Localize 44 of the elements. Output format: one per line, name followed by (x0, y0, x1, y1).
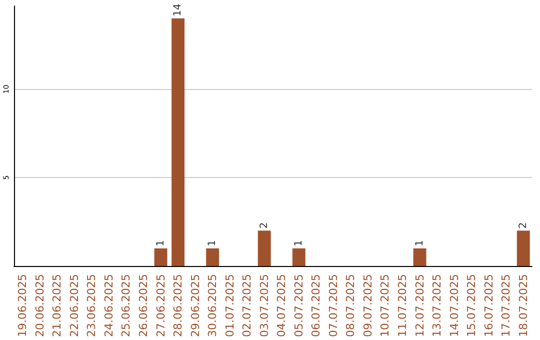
data-label: 1 (155, 240, 166, 246)
x-tick-label: 22.06.2025 (68, 274, 81, 338)
data-label: 1 (293, 240, 304, 246)
x-tick-label: 19.06.2025 (16, 274, 30, 338)
x-tick-label: 02.07.2025 (240, 274, 254, 338)
bar (154, 248, 168, 266)
x-tick-label: 28.06.2025 (172, 274, 185, 338)
bar (516, 230, 530, 266)
x-tick-label: 16.07.2025 (482, 274, 496, 338)
x-tick-label: 11.07.2025 (396, 274, 409, 338)
data-label: 2 (518, 222, 529, 229)
bar (292, 248, 306, 266)
x-tick-label: 17.07.2025 (500, 274, 513, 338)
x-tick-label: 04.07.2025 (275, 274, 288, 338)
x-tick-label: 05.07.2025 (292, 274, 306, 338)
x-tick-label: 07.07.2025 (326, 274, 340, 338)
bar (172, 18, 185, 266)
x-tick-label: 25.06.2025 (120, 274, 133, 338)
x-tick-label: 03.07.2025 (258, 274, 271, 338)
data-label: 14 (172, 4, 184, 16)
x-tick-label: 23.06.2025 (85, 274, 98, 338)
x-tick-label: 06.07.2025 (310, 274, 323, 338)
x-tick-label: 20.06.2025 (33, 274, 46, 338)
x-tick-label: 14.07.2025 (448, 274, 461, 338)
x-tick-label: 24.06.2025 (102, 274, 116, 338)
x-tick-label: 26.06.2025 (137, 274, 150, 338)
x-tick-label: 29.06.2025 (188, 274, 202, 338)
x-tick-label: 30.06.2025 (206, 274, 220, 338)
x-tick-label: 08.07.2025 (344, 274, 358, 338)
x-tick-label: 18.07.2025 (516, 274, 530, 338)
x-tick-label: 21.06.2025 (50, 274, 64, 338)
x-tick-label: 15.07.2025 (465, 274, 478, 338)
bar (413, 248, 426, 266)
data-label: 1 (414, 240, 426, 246)
x-tick-label: 10.07.2025 (378, 274, 392, 338)
x-tick-label: 01.07.2025 (223, 274, 236, 338)
x-tick-label: 09.07.2025 (361, 274, 374, 338)
x-tick-label: 27.06.2025 (154, 274, 168, 338)
x-tick-label: 12.07.2025 (413, 274, 426, 338)
data-label: 1 (207, 240, 218, 246)
data-label: 2 (258, 222, 270, 229)
bar (258, 230, 271, 266)
x-tick-label: 13.07.2025 (430, 274, 444, 338)
bar (206, 248, 220, 266)
